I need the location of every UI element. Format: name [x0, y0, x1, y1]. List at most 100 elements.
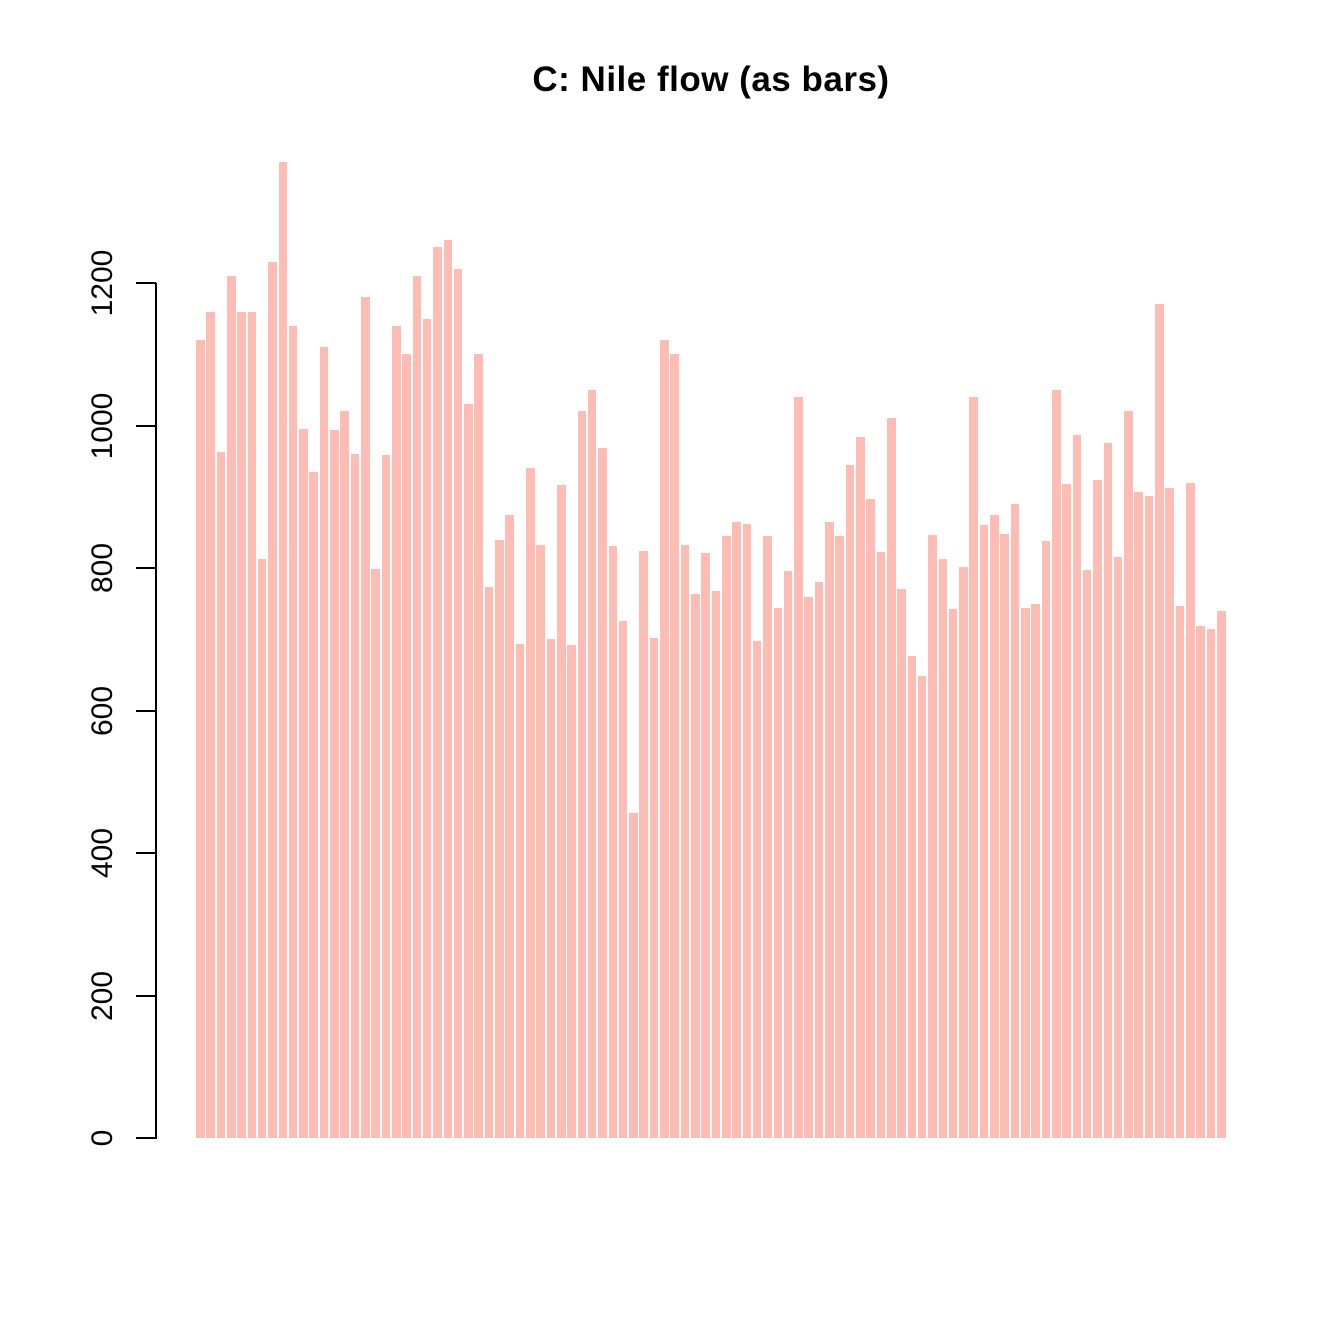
bar [701, 553, 710, 1138]
bar [959, 567, 968, 1138]
bar [1093, 480, 1102, 1138]
bar [216, 451, 226, 1138]
bar [556, 485, 566, 1138]
bar [319, 347, 329, 1138]
bar [1062, 483, 1071, 1138]
bar [990, 515, 999, 1138]
bar [1072, 435, 1082, 1138]
bar [391, 325, 401, 1138]
bar [763, 535, 772, 1138]
bar [1103, 443, 1113, 1138]
bar [546, 638, 556, 1138]
bar [299, 429, 308, 1138]
bar [453, 268, 463, 1138]
bar [526, 468, 535, 1138]
bar [917, 675, 927, 1138]
bar [598, 447, 607, 1138]
bar [443, 240, 453, 1138]
bar [814, 581, 824, 1138]
bar [773, 607, 783, 1138]
bar [371, 568, 380, 1138]
bar [804, 597, 814, 1138]
bar [608, 545, 618, 1138]
y-tick-label: 800 [86, 542, 119, 594]
bar [1041, 540, 1051, 1138]
bar [794, 397, 803, 1138]
bar [691, 593, 700, 1138]
y-tick-mark [136, 282, 156, 284]
y-tick-mark [136, 567, 156, 569]
y-tick-mark [136, 852, 156, 854]
bar [350, 454, 360, 1138]
bar [1000, 533, 1009, 1138]
bar [1021, 607, 1030, 1138]
bar [907, 656, 917, 1138]
bar [536, 544, 545, 1138]
bar [897, 588, 906, 1138]
bar [196, 340, 205, 1138]
bar [247, 311, 257, 1138]
bar [783, 570, 793, 1138]
bar [1144, 496, 1154, 1138]
y-tick-mark [136, 994, 156, 997]
bar [670, 354, 679, 1138]
bar [1082, 570, 1092, 1138]
bar [866, 498, 875, 1138]
bar [495, 539, 504, 1138]
bar [928, 535, 937, 1138]
bar [412, 275, 422, 1138]
bar [876, 552, 886, 1138]
bar [660, 340, 669, 1138]
bar [1031, 604, 1040, 1138]
y-tick-label: 600 [86, 685, 119, 736]
bar [464, 404, 473, 1138]
bar [361, 297, 370, 1138]
bar [587, 389, 597, 1138]
bar [402, 354, 411, 1138]
bar [1175, 606, 1185, 1138]
bar [309, 471, 319, 1138]
bar [206, 311, 215, 1138]
bar [856, 436, 865, 1138]
bar [1165, 488, 1174, 1138]
bar [1051, 389, 1061, 1138]
bar [938, 559, 948, 1138]
y-tick-label: 1200 [86, 249, 119, 317]
bar [639, 550, 649, 1138]
y-tick-label: 400 [86, 827, 119, 879]
y-tick-label: 1000 [86, 392, 119, 459]
y-tick-mark [136, 1137, 156, 1139]
bar [226, 275, 236, 1138]
bar [484, 586, 494, 1138]
bar [474, 354, 484, 1138]
bar [1010, 503, 1020, 1138]
bar [1196, 626, 1205, 1138]
bar [1206, 629, 1216, 1138]
bar [381, 455, 391, 1138]
bar [1134, 492, 1144, 1138]
bar [257, 558, 267, 1138]
bar [629, 813, 638, 1138]
y-tick-mark [136, 424, 156, 427]
bar [330, 429, 339, 1138]
bar [433, 247, 442, 1138]
bar [711, 590, 721, 1138]
bar [979, 525, 989, 1138]
bar [618, 620, 628, 1138]
bar [886, 418, 896, 1138]
bar [732, 522, 741, 1138]
bar [422, 318, 432, 1138]
bar [835, 535, 844, 1138]
y-tick-label: 200 [86, 970, 119, 1021]
y-tick-mark [136, 709, 156, 712]
bar [288, 325, 298, 1138]
bar [268, 261, 277, 1138]
bar [721, 535, 731, 1138]
bar [948, 609, 958, 1138]
y-axis-line [155, 283, 157, 1139]
bar [577, 411, 587, 1138]
chart-title: C: Nile flow (as bars) [532, 60, 890, 99]
bars-area [196, 148, 1226, 1138]
bar [1113, 557, 1123, 1138]
